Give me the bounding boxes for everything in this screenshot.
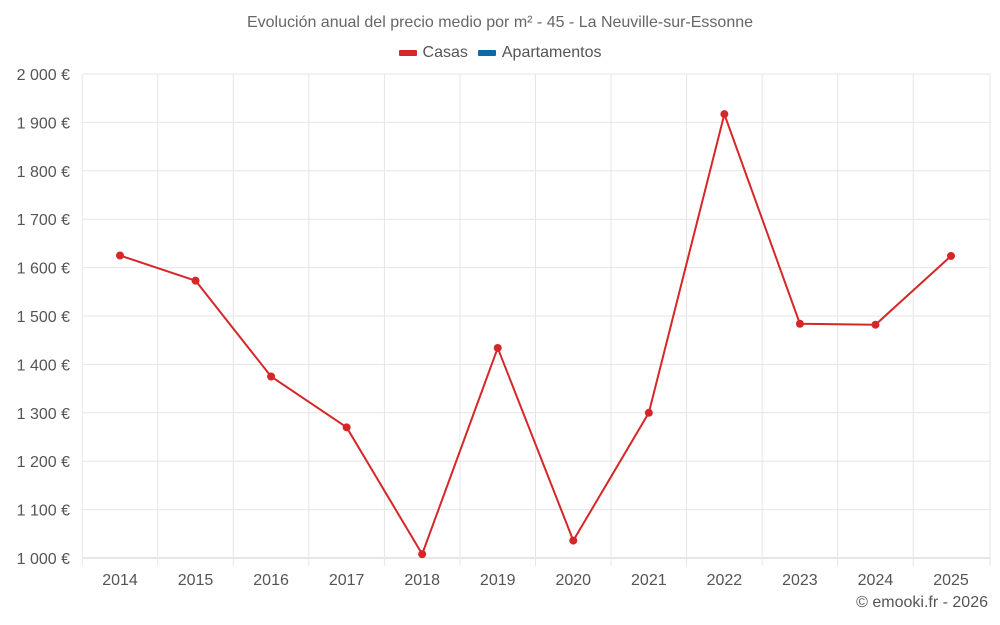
- data-point-casas-2023: [795, 319, 804, 328]
- data-point-casas-2016: [267, 372, 276, 381]
- y-tick-label: 2 000 €: [17, 67, 70, 84]
- data-point-casas-2017: [342, 423, 351, 432]
- x-tick-label: 2019: [480, 572, 516, 589]
- legend: Casas Apartamentos: [0, 44, 1000, 62]
- y-tick-label: 1 700 €: [17, 212, 70, 229]
- y-tick-label: 1 000 €: [17, 551, 70, 568]
- x-tick-label: 2016: [253, 572, 289, 589]
- y-tick-label: 1 600 €: [17, 261, 70, 278]
- y-tick-label: 1 100 €: [17, 503, 70, 520]
- legend-swatch-casas: [398, 50, 417, 56]
- y-tick-label: 1 500 €: [17, 309, 70, 326]
- data-point-casas-2019: [493, 343, 502, 352]
- data-point-casas-2020: [569, 536, 578, 545]
- y-tick-label: 1 400 €: [17, 357, 70, 374]
- x-tick-label: 2017: [329, 572, 365, 589]
- x-tick-label: 2025: [933, 572, 969, 589]
- y-axis-tick-labels: 2 000 € 1 900 € 1 800 € 1 700 € 1 600 € 1 500…: [17, 67, 70, 568]
- grid-lines: [81, 73, 991, 566]
- x-tick-label: 2018: [404, 572, 440, 589]
- credit-text: © emooki.fr - 2026: [856, 594, 988, 611]
- x-tick-label: 2014: [102, 572, 138, 589]
- series-points: [116, 110, 955, 559]
- x-tick-label: 2022: [707, 572, 743, 589]
- y-tick-label: 1 900 €: [17, 115, 70, 132]
- data-point-casas-2024: [871, 320, 880, 329]
- data-point-casas-2022: [720, 110, 729, 119]
- series-lines: [119, 113, 952, 556]
- chart-title: Evolución anual del precio medio por m² …: [246, 14, 754, 31]
- x-tick-label: 2023: [782, 572, 818, 589]
- data-point-casas-2021: [644, 408, 653, 417]
- legend-label-casas: Casas: [422, 44, 468, 61]
- x-axis-tick-labels: 2014 2015 2016 2017 2018 2019 2020 2021 2022 2023…: [102, 572, 969, 589]
- y-tick-label: 1 300 €: [17, 406, 70, 423]
- legend-item-casas[interactable]: Casas: [398, 44, 468, 62]
- legend-swatch-apartamentos: [477, 50, 496, 56]
- x-tick-label: 2015: [178, 572, 214, 589]
- legend-label-apartamentos: Apartamentos: [501, 44, 602, 61]
- y-tick-label: 1 200 €: [17, 454, 70, 471]
- y-tick-label: 1 800 €: [17, 164, 70, 181]
- series-line-casas: [119, 113, 952, 556]
- data-point-casas-2014: [116, 251, 124, 260]
- x-tick-label: 2020: [555, 572, 591, 589]
- x-tick-label: 2021: [631, 572, 667, 589]
- x-tick-label: 2024: [858, 572, 894, 589]
- data-point-casas-2015: [191, 276, 200, 285]
- data-point-casas-2018: [418, 550, 427, 559]
- legend-item-apartamentos[interactable]: Apartamentos: [477, 44, 602, 62]
- data-point-casas-2025: [947, 251, 955, 260]
